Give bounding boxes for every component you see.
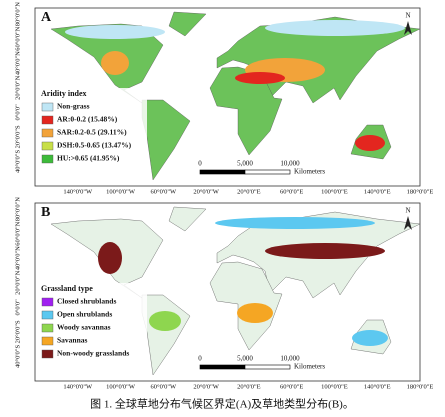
scale-bar [199,169,246,175]
scale-tick: 0 [198,160,202,168]
lat-label: 0°0'0" [14,104,21,121]
legend-box [39,88,147,170]
lon-label: 20°0'0"E [237,188,260,195]
north-arrow: N [405,12,410,20]
legend-swatch [41,115,54,125]
legend-swatch [41,154,54,164]
lon-label: 20°0'0"W [193,383,219,390]
lat-label: 0°0'0" [14,299,21,316]
legend-swatch [41,297,54,307]
scale-tick: 0 [198,355,202,363]
lon-label: 100°0'0"W [106,383,136,390]
scale-bar [244,169,291,175]
lon-label: 20°0'0"E [237,383,260,390]
legend-label: HU:>0.65 (41.95%) [57,154,120,163]
scale-unit: Kilometers [294,363,325,371]
scale-tick: 10,000 [280,355,300,363]
lat-label: 60°0'0"N [14,221,21,245]
lat-label: 40°0'0"N [14,51,21,75]
legend-label: Savannas [57,336,88,345]
lat-label: 20°0'0"N [14,270,21,294]
scale-tick: 10,000 [280,160,300,168]
legend-title: Aridity index [41,89,87,98]
legend-label: SAR:0.2-0.5 (29.11%) [57,128,127,137]
legend-swatch [41,102,54,112]
lon-label: 140°0'0"E [364,188,391,195]
lon-label: 60°0'0"E [280,188,303,195]
panel-label: B [41,205,50,220]
lat-label: 20°0'0"N [14,75,21,99]
lat-label: 40°0'0"S [14,345,21,368]
scale-tick: 5,000 [237,355,253,363]
lon-label: 180°0'0"E [407,383,434,390]
north-arrow-icon [404,21,412,35]
lat-label: 60°0'0"N [14,26,21,50]
legend-swatch [41,323,54,333]
lon-label: 60°0'0"W [151,188,177,195]
legend-swatch [41,128,54,138]
lon-label: 140°0'0"W [63,188,93,195]
legend-swatch [41,349,54,359]
lon-label: 140°0'0"E [364,383,391,390]
legend-label: Non-woody grasslands [57,349,129,358]
legend-label: Open shrublands [57,310,112,319]
legend-title: Grassland type [41,284,93,293]
lon-label: 100°0'0"W [106,188,136,195]
lat-label: 80°0'0"N [14,197,21,221]
lat-label: 40°0'0"N [14,246,21,270]
scale-bar [199,364,246,370]
panel-label: A [41,10,52,25]
lon-label: 20°0'0"W [193,188,219,195]
caption: 图 1. 全球草地分布气候区界定(A)及草地类型分布(B)。 [90,397,354,411]
scale-unit: Kilometers [294,168,325,176]
lon-label: 180°0'0"E [407,188,434,195]
legend-label: Woody savannas [57,323,111,332]
lon-label: 60°0'0"W [151,383,177,390]
legend-label: Closed shrublands [57,297,116,306]
legend-label: Non-grass [57,102,90,111]
north-arrow: N [405,207,410,215]
lon-label: 100°0'0"E [321,383,348,390]
legend-swatch [41,141,54,151]
legend-swatch [41,310,54,320]
lon-label: 100°0'0"E [321,188,348,195]
lat-label: 80°0'0"N [14,2,21,26]
north-arrow-icon [404,216,412,230]
lat-label: 20°0'0"S [14,125,21,148]
lat-label: 20°0'0"S [14,320,21,343]
scale-bar [244,364,291,370]
lat-label: 40°0'0"S [14,150,21,173]
legend-label: DSH:0.5-0.65 (13.47%) [57,141,132,150]
lon-label: 140°0'0"W [63,383,93,390]
legend-label: AR:0-0.2 (15.48%) [57,115,118,124]
scale-tick: 5,000 [237,160,253,168]
legend-box [39,283,147,365]
legend-swatch [41,336,54,346]
lon-label: 60°0'0"E [280,383,303,390]
